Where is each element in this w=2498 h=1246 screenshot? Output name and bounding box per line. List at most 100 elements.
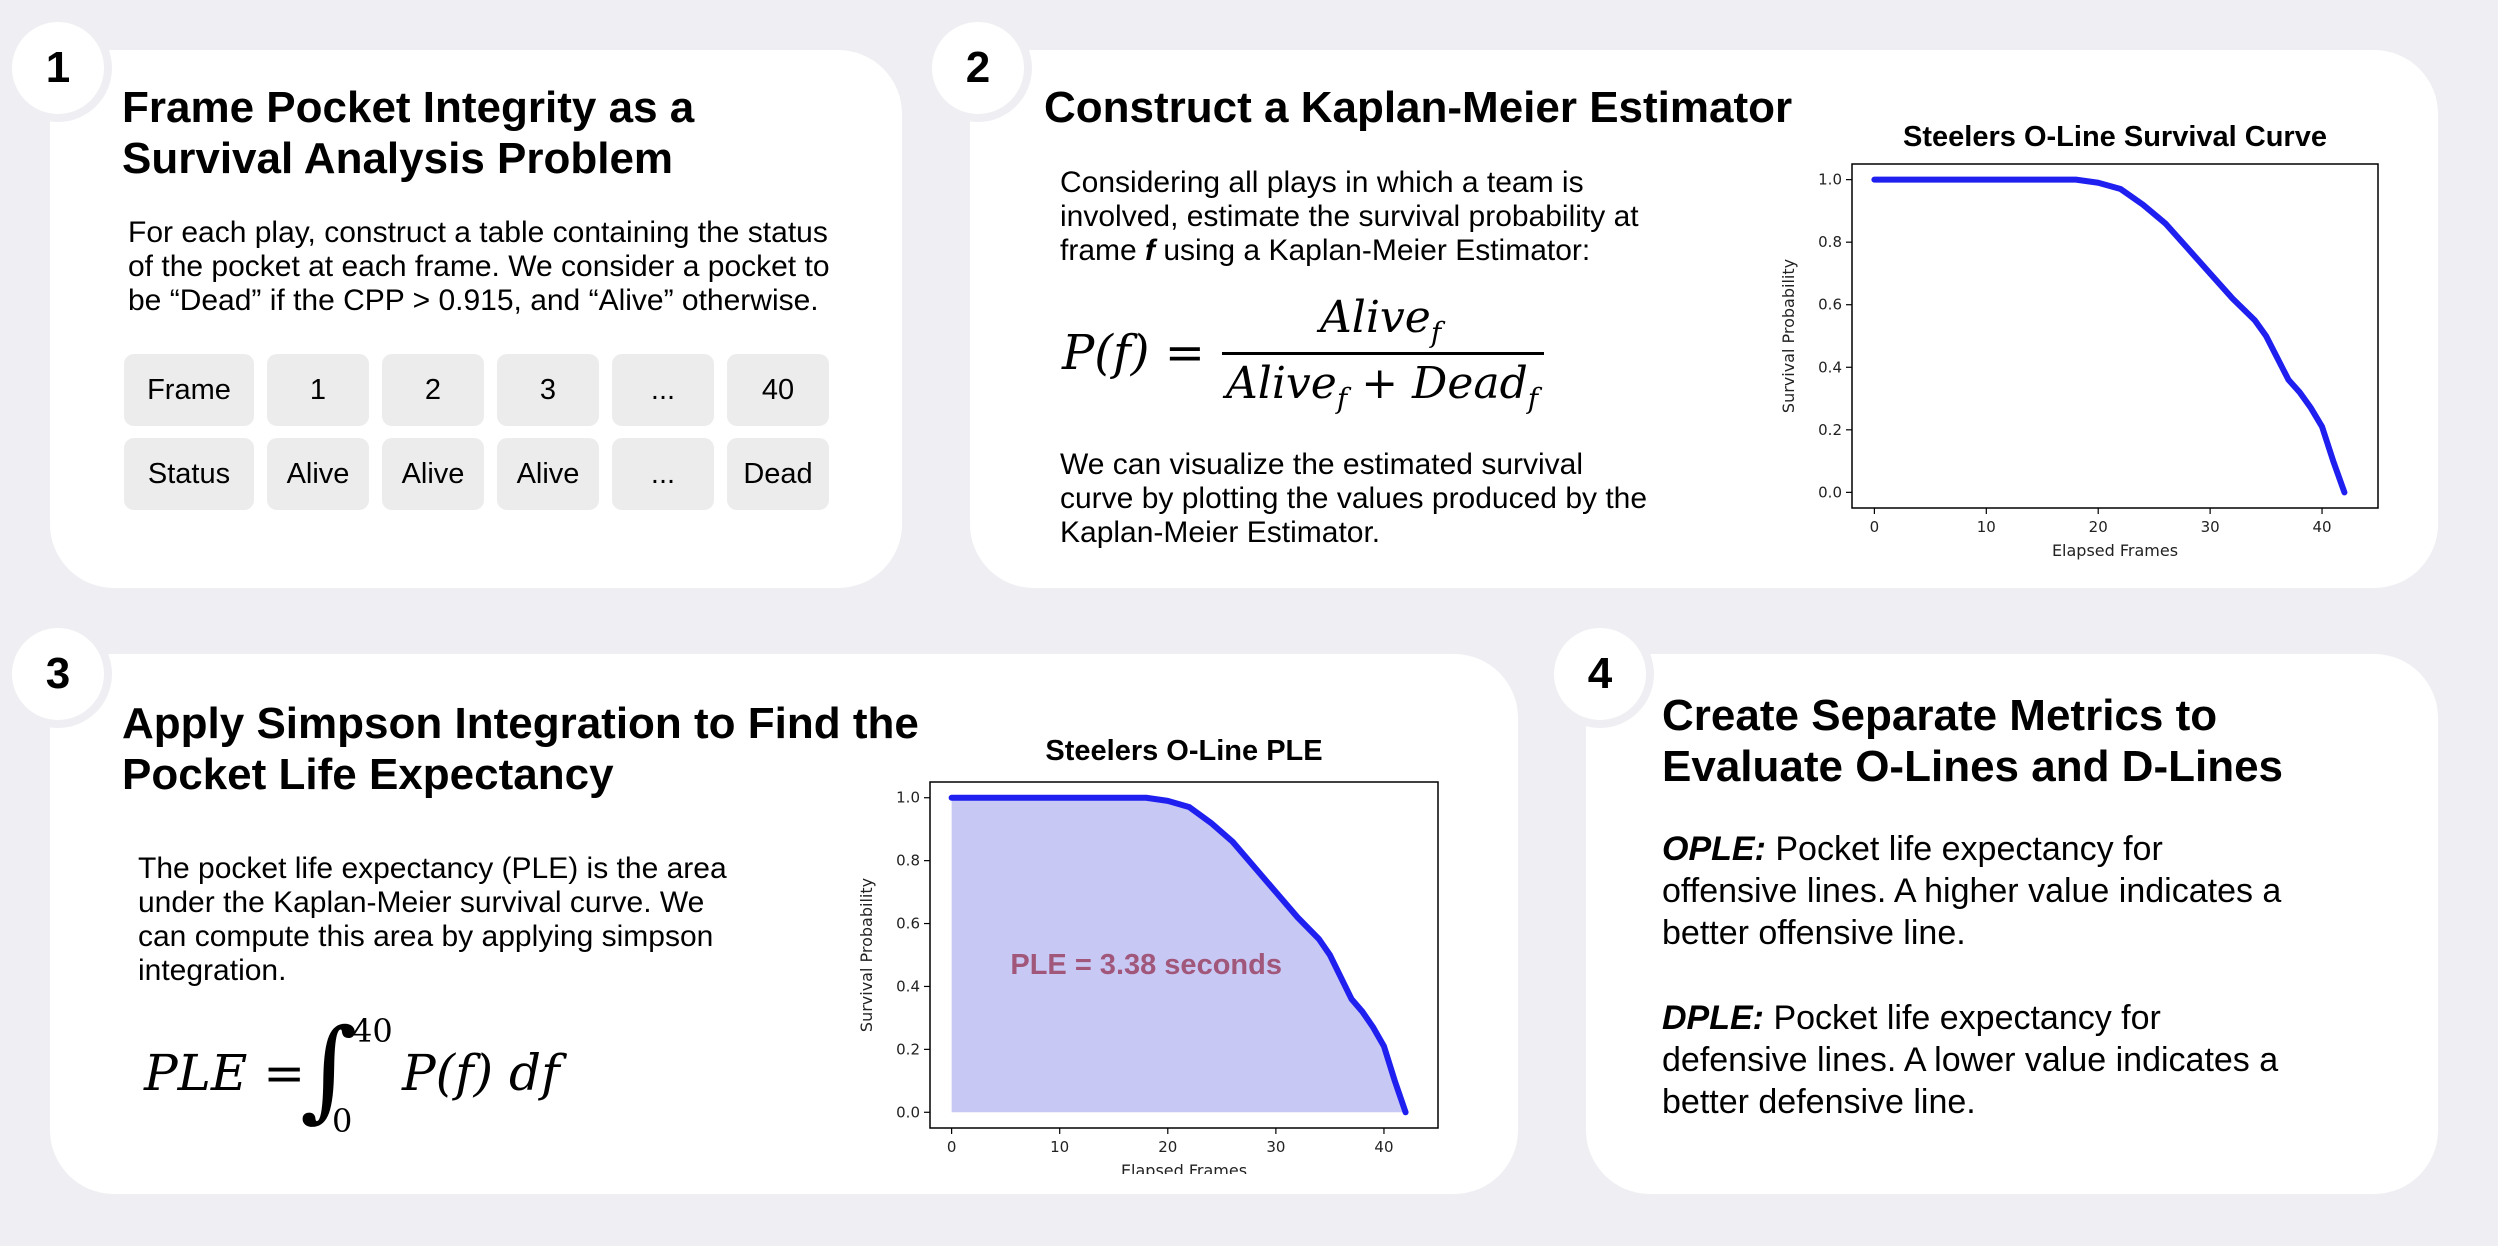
x-tick-label: 30: [2201, 518, 2220, 536]
text-line: The pocket life expectancy (PLE) is the …: [138, 852, 727, 885]
survival-curve-line: [1871, 176, 2348, 496]
panel-4-title: Create Separate Metrics to Evaluate O-Li…: [1662, 690, 2422, 792]
formula-numerator: Alivef: [1320, 292, 1441, 349]
x-tick-label: 10: [1050, 1138, 1069, 1156]
survival-curve-chart: Steelers O-Line Survival Curve 0 10 20 30 40 0…: [1779, 121, 2379, 560]
x-tick-label: 40: [1374, 1138, 1393, 1156]
title-line: Create Separate Metrics to: [1662, 691, 2218, 740]
x-tick-label: 20: [2089, 518, 2108, 536]
text-span: Alive: [1226, 358, 1337, 409]
text-span: Pocket life expectancy for: [1764, 999, 2161, 1037]
text-line: of the pocket at each frame. We consider…: [128, 250, 830, 283]
step-number: 3: [45, 649, 71, 698]
step-badge-4: 4: [1546, 620, 1654, 728]
table-cell: Alive: [267, 438, 369, 510]
panel-3-title: Apply Simpson Integration to Find the Po…: [122, 698, 962, 800]
x-tick-label: 10: [1977, 518, 1996, 536]
y-tick-label: 0.0: [896, 1103, 920, 1121]
y-tick-label: 0.4: [896, 977, 920, 995]
text-line: involved, estimate the survival probabil…: [1060, 200, 1639, 233]
table-cell: 2: [382, 354, 484, 426]
plot-frame: [929, 781, 1439, 1129]
y-tick-label: 0.0: [1818, 483, 1842, 501]
y-tick-label: 0.2: [1818, 421, 1842, 439]
y-axis-label: Survival Probability: [1779, 259, 1798, 413]
y-tick-label: 1.0: [896, 789, 920, 807]
formula-denominator: Alivef + Deadf: [1226, 358, 1539, 415]
step-number: 1: [45, 43, 71, 92]
fraction-bar: [1222, 352, 1544, 355]
ple-shaded-area: [951, 797, 1406, 1113]
dple-label: DPLE:: [1662, 999, 1764, 1037]
text-line: Kaplan-Meier Estimator.: [1060, 516, 1381, 549]
title-line: Pocket Life Expectancy: [122, 750, 614, 799]
step-badge-2: 2: [924, 14, 1032, 122]
x-tick-label: 0: [947, 1138, 957, 1156]
integral-sign: ∫: [300, 1005, 358, 1133]
y-tick-label: 0.6: [896, 915, 920, 933]
text-span: Pocket life expectancy for: [1765, 830, 2163, 868]
y-tick-label: 0.8: [1818, 233, 1842, 251]
subscript: f: [1430, 315, 1442, 349]
table-cell: Status: [124, 438, 254, 510]
subscript: f: [1336, 381, 1348, 415]
table-cell: 3: [497, 354, 599, 426]
panel-2-card: [970, 50, 2438, 588]
table-cell: Dead: [727, 438, 829, 510]
y-tick-label: 0.2: [896, 1040, 920, 1058]
text-line: frame f using a Kaplan-Meier Estimator:: [1060, 234, 1700, 268]
integral-lower-limit: 0: [332, 1102, 353, 1140]
x-tick-label: 20: [1158, 1138, 1177, 1156]
chart-title: Steelers O-Line Survival Curve: [1903, 121, 2327, 153]
table-cell: Frame: [124, 354, 254, 426]
step-number: 4: [1587, 649, 1613, 698]
x-axis-label: Elapsed Frames: [1121, 1161, 1247, 1174]
text-line: can compute this area by applying simpso…: [138, 920, 714, 953]
text-line: better defensive line.: [1662, 1083, 1976, 1121]
x-tick-label: 0: [1870, 518, 1880, 536]
text-span: Alive: [1320, 292, 1431, 343]
ple-area-chart: Steelers O-Line PLE 0 10 20 30 40 0.0 0.2 0.4 0.6…: [858, 735, 1439, 1174]
formula-lhs: P(f) =: [1062, 325, 1205, 381]
table-cell: Alive: [382, 438, 484, 510]
y-tick-label: 0.6: [1818, 296, 1842, 314]
y-tick-label: 0.8: [896, 852, 920, 870]
text-line: better offensive line.: [1662, 914, 1966, 952]
table-cell: ...: [612, 438, 714, 510]
text-line: curve by plotting the values produced by…: [1060, 482, 1648, 515]
ople-label: OPLE:: [1662, 830, 1766, 868]
dple-definition: DPLE: Pocket life expectancy for defensi…: [1662, 997, 2422, 1123]
step-badge-1: 1: [4, 14, 112, 122]
x-axis-label: Elapsed Frames: [2052, 541, 2178, 560]
title-line: Evaluate O-Lines and D-Lines: [1662, 742, 2284, 791]
text-line: be “Dead” if the CPP > 0.915, and “Alive…: [128, 284, 819, 317]
table-cell: ...: [612, 354, 714, 426]
formula-rhs: P(f) df: [402, 1044, 560, 1102]
text-line: We can visualize the estimated survival: [1060, 448, 1584, 481]
text-span: Dead: [1412, 358, 1528, 409]
y-tick-label: 0.4: [1818, 358, 1842, 376]
step-badge-3: 3: [4, 620, 112, 728]
ple-annotation: PLE = 3.38 seconds: [1010, 949, 1282, 981]
table-cell: 1: [267, 354, 369, 426]
y-axis-label: Survival Probability: [858, 878, 876, 1032]
step-number: 2: [965, 43, 991, 92]
y-tick-label: 1.0: [1818, 171, 1842, 189]
text-span: using a Kaplan-Meier Estimator:: [1155, 234, 1591, 267]
ople-definition: OPLE: Pocket life expectancy for offensi…: [1662, 828, 2422, 954]
text-line: integration.: [138, 954, 287, 987]
integral-upper-limit: 40: [352, 1012, 393, 1050]
text-line: under the Kaplan-Meier survival curve. W…: [138, 886, 705, 919]
chart-title: Steelers O-Line PLE: [1045, 735, 1322, 767]
title-line: Apply Simpson Integration to Find the: [122, 699, 919, 748]
table-cell: 40: [727, 354, 829, 426]
plot-frame: [1851, 163, 2379, 509]
panel-3-description: The pocket life expectancy (PLE) is the …: [138, 852, 778, 988]
table-cell: Alive: [497, 438, 599, 510]
x-tick-label: 40: [2312, 518, 2331, 536]
text-line: DPLE: Pocket life expectancy for: [1662, 997, 2422, 1039]
text-line: Considering all plays in which a team is: [1060, 166, 1584, 199]
subscript: f: [1527, 381, 1539, 415]
text-span: frame: [1060, 234, 1146, 267]
formula-lhs: PLE =: [144, 1044, 306, 1102]
